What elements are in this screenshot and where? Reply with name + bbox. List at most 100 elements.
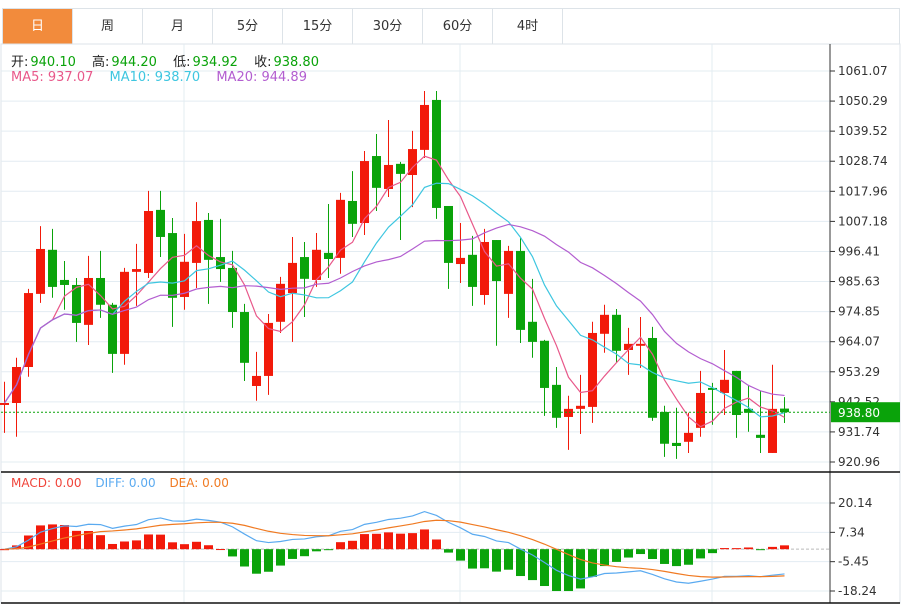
price-tick-label: 1007.18	[838, 214, 888, 228]
candle-down	[60, 279, 69, 285]
macd-bar	[192, 541, 201, 550]
macd-bar	[108, 543, 117, 550]
macd-bar	[324, 549, 333, 551]
macd-bar	[720, 548, 729, 550]
candle-up	[192, 221, 201, 263]
price-tick-label: 1050.29	[838, 94, 888, 108]
candle-down	[612, 314, 621, 351]
macd-bar	[444, 549, 453, 553]
candle-down	[468, 254, 477, 287]
macd-bar	[144, 534, 153, 550]
macd-bar	[756, 549, 765, 551]
candle-up	[576, 405, 585, 409]
candle-up	[0, 403, 9, 405]
candle-down	[672, 442, 681, 446]
tab-60min[interactable]: 60分	[423, 9, 493, 44]
candle-down	[108, 304, 117, 354]
macd-bar	[360, 534, 369, 550]
macd-bar	[480, 549, 489, 569]
macd-bar	[612, 549, 621, 562]
ma5-line	[4, 155, 785, 428]
macd-bar	[36, 525, 45, 550]
macd-bar	[204, 545, 213, 550]
macd-bar	[432, 539, 441, 550]
macd-bar	[60, 525, 69, 550]
macd-bar	[120, 541, 129, 550]
macd-bar	[420, 529, 429, 550]
candle-down	[432, 99, 441, 208]
ma-legend: MA5: 937.07 MA10: 938.70 MA20: 944.89	[11, 70, 309, 85]
candle-down	[216, 257, 225, 270]
tab-30min[interactable]: 30分	[353, 9, 423, 44]
macd-bar	[744, 547, 753, 550]
ma10-value: MA10: 938.70	[109, 70, 201, 85]
high-value: 944.20	[111, 55, 157, 70]
dea-line	[4, 519, 785, 578]
candle-down	[396, 163, 405, 174]
candle-up	[456, 257, 465, 265]
tab-5min[interactable]: 5分	[213, 9, 283, 44]
macd-bar	[492, 549, 501, 572]
current-price-label: 938.80	[838, 406, 880, 420]
low-value: 934.92	[192, 55, 238, 70]
close-label: 收:	[254, 55, 272, 70]
macd-bar	[96, 535, 105, 550]
macd-tick-label: -5.45	[838, 555, 869, 569]
candle-down	[528, 321, 537, 342]
macd-bar	[48, 524, 57, 550]
candle-up	[720, 379, 729, 393]
candle-up	[408, 149, 417, 176]
price-tick-label: 1028.74	[838, 154, 888, 168]
diff-line	[4, 510, 785, 584]
candle-up	[588, 332, 597, 407]
candle-down	[348, 200, 357, 224]
macd-tick-label: 7.34	[838, 525, 865, 539]
macd-bar	[576, 549, 585, 589]
macd-bar	[132, 540, 141, 550]
candle-up	[120, 271, 129, 354]
macd-bar	[396, 533, 405, 550]
macd-bar	[240, 549, 249, 567]
ohlc-legend: 开: 940.10 高: 944.20 低: 934.92 收: 938.80	[11, 51, 321, 70]
ma10-line	[4, 182, 785, 418]
macd-bar	[684, 549, 693, 565]
macd-bar	[456, 549, 465, 561]
macd-bar	[24, 535, 33, 550]
candle-down	[96, 277, 105, 305]
price-tick-label: 931.74	[838, 425, 880, 439]
candle-down	[240, 312, 249, 363]
macd-value: MACD: 0.00	[11, 476, 82, 490]
high-label: 高:	[92, 55, 110, 70]
tab-month[interactable]: 月	[143, 9, 213, 44]
macd-bar	[0, 549, 9, 551]
ma5-value: MA5: 937.07	[11, 70, 94, 85]
price-tick-label: 953.29	[838, 365, 880, 379]
tab-4hour[interactable]: 4时	[493, 9, 563, 44]
candle-up	[504, 250, 513, 294]
price-tick-label: 920.96	[838, 455, 880, 469]
macd-bar	[348, 540, 357, 550]
macd-bar	[264, 549, 273, 572]
macd-tick-label: -18.24	[838, 584, 877, 598]
ma20-value: MA20: 944.89	[216, 70, 307, 85]
tab-day[interactable]: 日	[3, 9, 73, 44]
candle-up	[288, 262, 297, 294]
macd-bar	[408, 533, 417, 550]
candle-up	[84, 277, 93, 325]
tab-week[interactable]: 周	[73, 9, 143, 44]
candle-down	[324, 252, 333, 260]
ma20-line	[4, 223, 785, 404]
macd-bar	[768, 546, 777, 550]
macd-bar	[228, 549, 237, 557]
open-value: 940.10	[30, 55, 76, 70]
candle-up	[312, 249, 321, 280]
macd-bar	[312, 549, 321, 552]
candle-up	[480, 241, 489, 296]
price-tick-label: 974.85	[838, 305, 880, 319]
dea-value: DEA: 0.00	[169, 476, 229, 490]
candle-up	[264, 322, 273, 376]
candle-up	[180, 261, 189, 297]
candle-down	[372, 156, 381, 188]
tab-15min[interactable]: 15分	[283, 9, 353, 44]
